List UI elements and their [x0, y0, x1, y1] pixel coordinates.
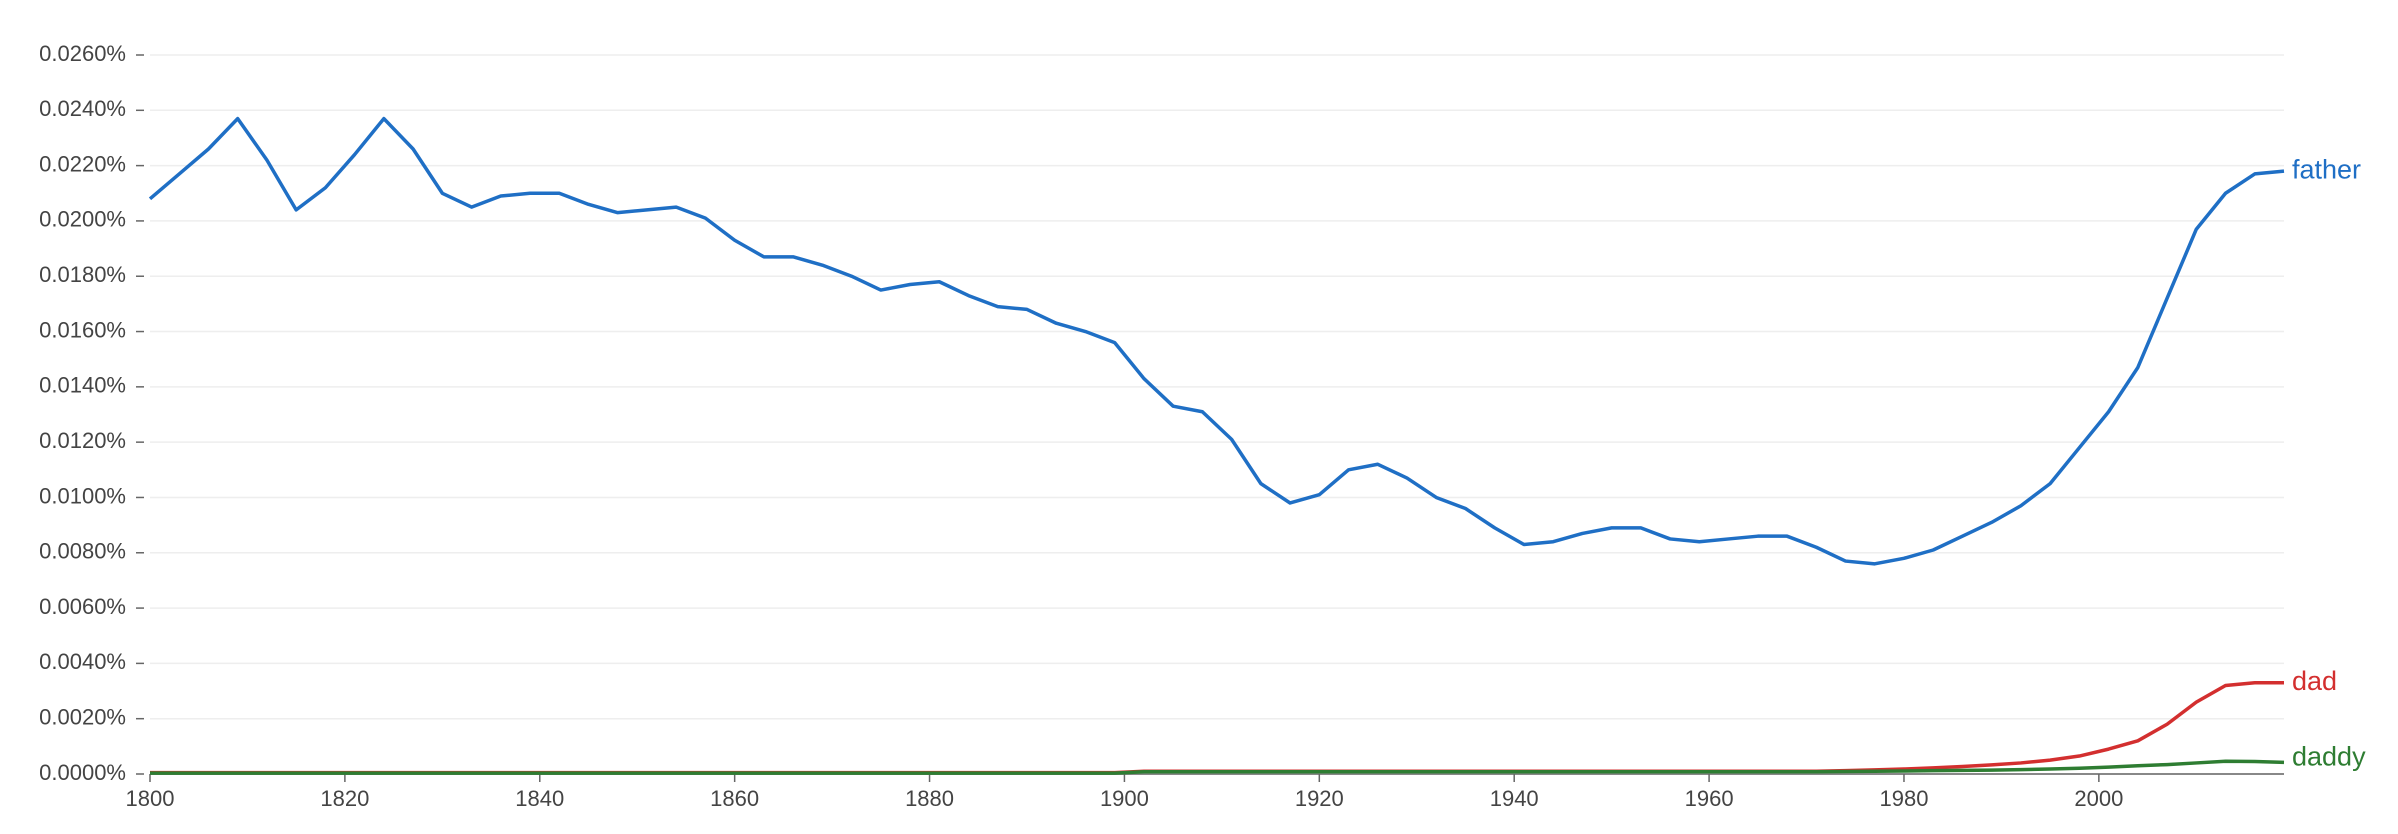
series-label: dad [2292, 666, 2337, 696]
x-tick-label: 1820 [320, 786, 369, 811]
y-tick-label: 0.0020% [39, 705, 126, 730]
x-tick-label: 1880 [905, 786, 954, 811]
y-tick-label: 0.0000% [39, 760, 126, 785]
y-tick-label: 0.0040% [39, 649, 126, 674]
y-tick-label: 0.0080% [39, 539, 126, 564]
series-label: daddy [2292, 742, 2366, 772]
series-line [148, 116, 2285, 566]
y-tick-label: 0.0100% [39, 483, 126, 508]
series-label: father [2292, 154, 2361, 184]
y-tick-label: 0.0120% [39, 428, 126, 453]
x-tick-label: 1860 [710, 786, 759, 811]
y-tick-label: 0.0240% [39, 96, 126, 121]
x-tick-label: 2000 [2074, 786, 2123, 811]
x-tick-label: 1800 [126, 786, 175, 811]
x-tick-label: 1980 [1879, 786, 1928, 811]
y-tick-label: 0.0200% [39, 207, 126, 232]
series-line [150, 759, 2285, 775]
x-tick-label: 1960 [1685, 786, 1734, 811]
x-tick-label: 1920 [1295, 786, 1344, 811]
y-tick-label: 0.0180% [39, 262, 126, 287]
x-tick-label: 1900 [1100, 786, 1149, 811]
y-tick-label: 0.0160% [39, 317, 126, 342]
y-tick-label: 0.0220% [39, 151, 126, 176]
y-tick-label: 0.0260% [39, 41, 126, 66]
x-tick-label: 1940 [1490, 786, 1539, 811]
x-tick-label: 1840 [515, 786, 564, 811]
y-tick-label: 0.0060% [39, 594, 126, 619]
series-line [150, 680, 2284, 775]
y-tick-label: 0.0140% [39, 373, 126, 398]
